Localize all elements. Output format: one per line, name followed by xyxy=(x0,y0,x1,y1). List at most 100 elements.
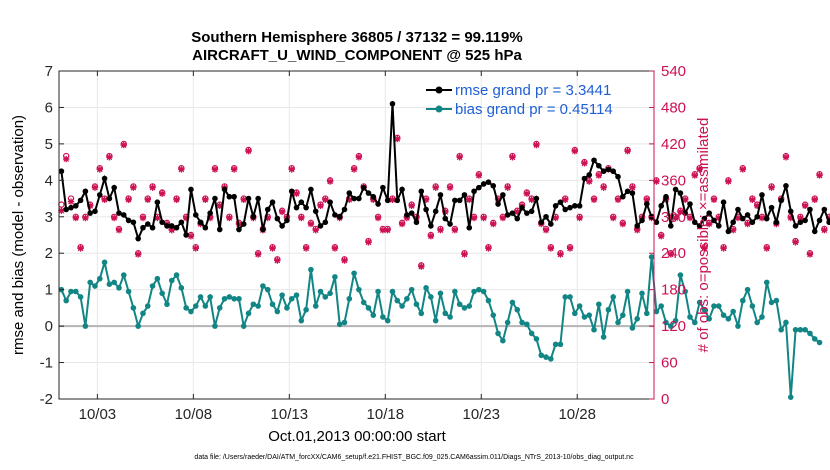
rmse-point xyxy=(562,206,569,213)
rmse-point xyxy=(77,197,84,204)
rmse-point xyxy=(691,219,698,226)
rmse-point xyxy=(533,195,540,202)
obs-assimilated-marker xyxy=(610,214,617,222)
obs-assimilated-marker xyxy=(144,196,151,203)
obs-assimilated-marker xyxy=(158,190,166,197)
rmse-point xyxy=(811,228,818,235)
rmse-point xyxy=(658,203,664,209)
rmse-point xyxy=(826,219,830,226)
bias-point xyxy=(260,283,266,289)
bias-point xyxy=(519,319,525,326)
rmse-point xyxy=(480,181,487,187)
obs-assimilated-marker xyxy=(600,184,607,191)
rmse-point xyxy=(168,223,175,229)
rmse-point xyxy=(572,203,578,209)
bias-point xyxy=(802,326,808,333)
bias-point xyxy=(811,336,818,342)
rmse-point xyxy=(192,212,199,218)
obs-assimilated-marker xyxy=(182,214,190,222)
bias-point xyxy=(380,314,386,320)
obs-assimilated-marker xyxy=(86,202,94,210)
bias-point xyxy=(610,294,617,300)
bias-point xyxy=(504,319,511,326)
bias-point xyxy=(418,310,425,317)
rmse-point xyxy=(763,215,770,222)
rmse-point xyxy=(356,195,362,202)
obs-assimilated-marker xyxy=(427,233,435,240)
bias-point xyxy=(303,306,309,313)
obs-assimilated-marker xyxy=(398,220,406,228)
bias-point xyxy=(188,308,194,315)
bias-point xyxy=(691,319,698,326)
x-tick-label: 10/23 xyxy=(462,406,500,423)
y-tick-label-left: 3 xyxy=(45,209,53,226)
obs-assimilated-marker xyxy=(288,166,295,173)
bias-point xyxy=(168,277,175,284)
rmse-point xyxy=(197,219,204,226)
rmse-point xyxy=(140,224,146,231)
rmse-point xyxy=(274,215,281,222)
obs-assimilated-marker xyxy=(547,245,555,252)
obs-assimilated-marker xyxy=(341,257,348,264)
rmse-point xyxy=(586,172,593,178)
obs-assimilated-marker xyxy=(173,196,180,203)
rmse-point xyxy=(653,219,660,226)
rmse-point xyxy=(783,183,789,189)
obs-assimilated-marker xyxy=(149,184,156,191)
obs-assimilated-marker xyxy=(120,141,127,149)
obs-assimilated-marker xyxy=(312,226,319,234)
bias-point xyxy=(567,294,573,300)
rmse-point xyxy=(207,210,213,216)
obs-assimilated-marker xyxy=(72,214,79,222)
rmse-point xyxy=(485,179,492,185)
obs-assimilated-marker xyxy=(154,214,161,222)
rmse-point xyxy=(725,228,732,235)
bias-point xyxy=(322,294,329,300)
bias-point xyxy=(202,303,209,309)
obs-assimilated-marker xyxy=(192,245,199,252)
bias-point xyxy=(68,288,74,295)
rmse-point xyxy=(332,212,338,218)
rmse-point xyxy=(101,175,108,182)
obs-assimilated-marker xyxy=(264,214,271,222)
rmse-point xyxy=(216,226,223,233)
obs-assimilated-marker xyxy=(715,214,722,222)
bias-point xyxy=(120,272,127,278)
bias-point xyxy=(485,297,492,304)
obs-assimilated-marker xyxy=(653,178,660,185)
rmse-point xyxy=(279,223,285,229)
bias-point xyxy=(452,288,458,295)
x-tick-label: 10/28 xyxy=(558,406,596,423)
rmse-point xyxy=(792,223,799,229)
rmse-point xyxy=(58,168,65,175)
obs-assimilated-marker xyxy=(206,214,214,222)
rmse-point xyxy=(605,166,612,173)
bias-point xyxy=(231,295,237,302)
y-tick-label-right: 0 xyxy=(661,391,669,408)
bias-point xyxy=(706,316,712,322)
bias-point xyxy=(739,297,746,304)
rmse-point xyxy=(596,162,602,169)
obs-assimilated-marker xyxy=(528,196,535,203)
rmse-point xyxy=(687,201,693,207)
rmse-point xyxy=(682,210,688,216)
bias-point xyxy=(634,316,641,322)
rmse-point xyxy=(149,224,156,231)
rmse-point xyxy=(754,213,760,220)
bias-point xyxy=(399,303,405,309)
y-tick-label-left: -1 xyxy=(40,355,53,372)
obs-assimilated-marker xyxy=(374,214,382,222)
obs-assimilated-marker xyxy=(355,154,363,161)
obs-assimilated-marker xyxy=(269,245,276,252)
bias-point xyxy=(77,294,84,300)
y-tick-label-left: 5 xyxy=(45,136,53,153)
y-tick-label-right: 60 xyxy=(661,355,678,372)
obs-assimilated-marker xyxy=(681,196,689,203)
bias-point xyxy=(375,288,381,295)
bias-point xyxy=(255,303,261,309)
rmse-point xyxy=(759,192,765,198)
bias-point xyxy=(615,319,621,326)
obs-assimilated-marker xyxy=(686,214,694,222)
bias-point xyxy=(408,286,415,293)
bias-point xyxy=(432,317,439,324)
